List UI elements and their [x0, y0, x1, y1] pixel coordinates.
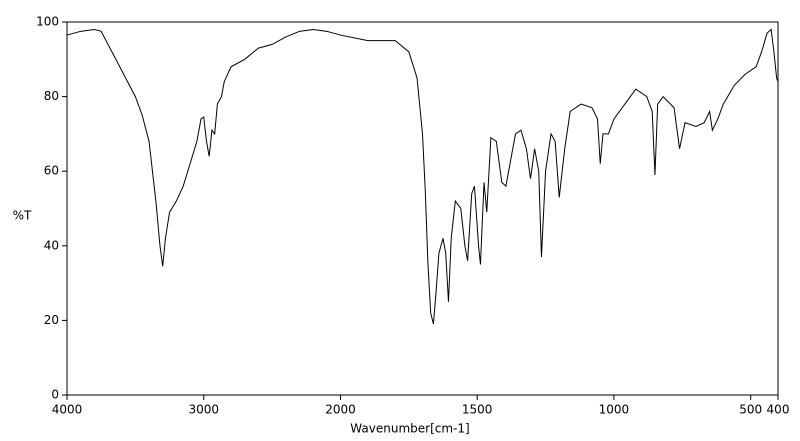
- y-tick-label: 40: [44, 238, 59, 252]
- x-tick-label: 3000: [188, 403, 219, 417]
- y-tick-label: 20: [44, 313, 59, 327]
- spectrum-line: [66, 28, 779, 325]
- y-axis-label: %T: [13, 209, 32, 223]
- x-tick-label: 1500: [462, 403, 493, 417]
- x-tick-label: 4000: [52, 403, 83, 417]
- x-tick-label: 500: [739, 403, 762, 417]
- y-tick-label: 80: [44, 89, 59, 103]
- x-tick-label: 400: [767, 403, 790, 417]
- plot-frame: [66, 21, 779, 396]
- y-tick-label: 100: [36, 15, 59, 29]
- x-tick-label: 1000: [599, 403, 630, 417]
- x-tick-label: 2000: [325, 403, 356, 417]
- x-axis-label: Wavenumber[cm-1]: [350, 422, 469, 436]
- y-tick-label: 0: [51, 388, 59, 402]
- y-tick-label: 60: [44, 164, 59, 178]
